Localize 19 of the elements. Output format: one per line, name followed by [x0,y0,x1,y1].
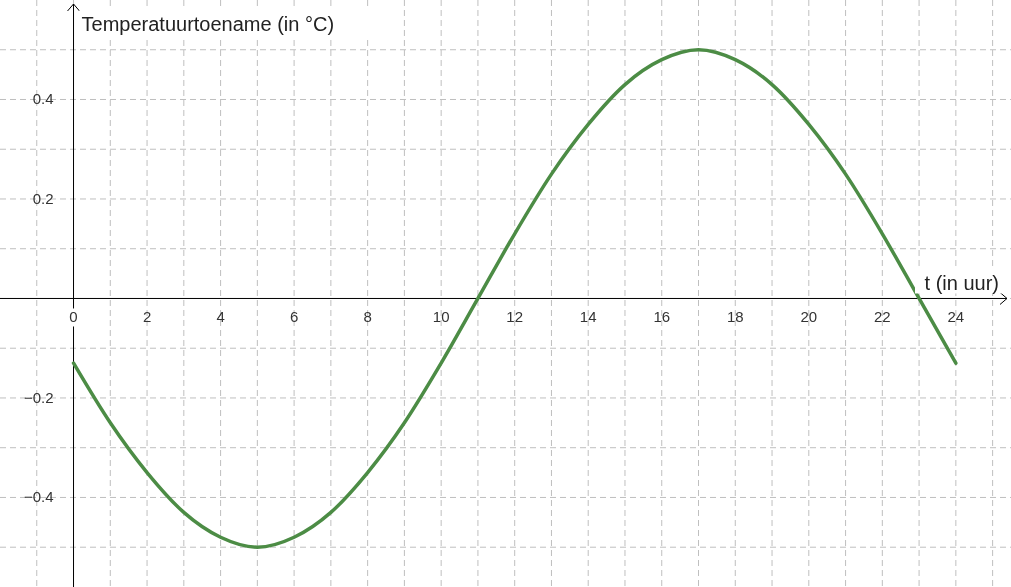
x-tick-label: 8 [363,308,372,326]
x-tick-label: 12 [506,308,524,326]
y-tick-label: −0.4 [23,488,54,506]
x-tick-label: 4 [216,308,225,326]
x-tick-label: 18 [726,308,744,326]
x-tick-label: 10 [432,308,450,326]
x-axis-title: t (in uur) [924,272,999,295]
y-tick-label: 0.2 [32,189,54,207]
y-axis-title: Temperatuurtoename (in °C) [81,13,335,35]
x-tick-label: 22 [873,308,891,326]
x-tick-label: 20 [800,308,818,326]
x-tick-label: 16 [653,308,671,326]
x-tick-label: 2 [142,308,152,326]
x-tick-label: 0 [69,308,78,326]
x-tick-label: 24 [947,308,965,326]
x-tick-label: 6 [289,308,299,326]
y-tick-label: 0.4 [32,90,54,108]
y-tick-label: −0.2 [23,388,54,406]
x-tick-label: 14 [579,308,597,326]
